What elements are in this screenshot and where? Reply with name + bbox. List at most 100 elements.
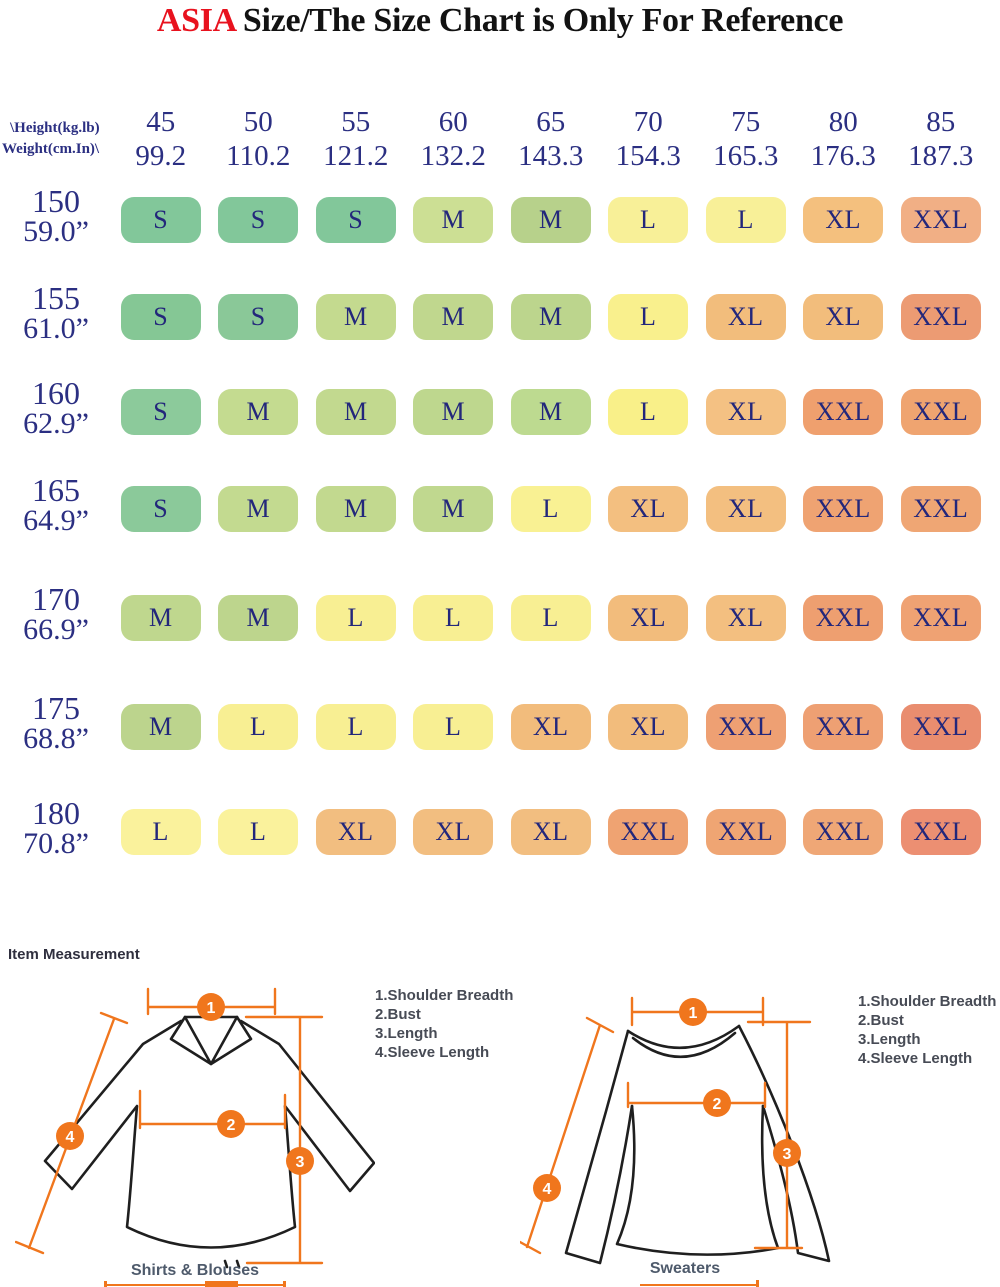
weight-column-header: 85 187.3 (908, 106, 974, 172)
size-cell: L (510, 595, 591, 641)
size-cell: M (510, 389, 591, 435)
size-cell-slot: M (112, 595, 210, 641)
size-cell-slot: XL (697, 389, 795, 435)
size-cell-slot: L (502, 486, 600, 532)
size-cell: S (120, 389, 201, 435)
size-cell: XXL (803, 595, 884, 641)
size-cell: M (218, 389, 299, 435)
page-title: ASIA Size/The Size Chart is Only For Refe… (0, 2, 1000, 40)
size-cell-slot: M (210, 486, 308, 532)
size-cell: M (315, 389, 396, 435)
size-cell: L (413, 595, 494, 641)
size-cell-slot: XXL (892, 809, 990, 855)
size-cell-slot: XXL (892, 704, 990, 750)
size-cell-slot: XL (502, 704, 600, 750)
size-cell: S (315, 197, 396, 243)
size-cell: L (705, 197, 786, 243)
size-cell-slot: M (405, 294, 503, 340)
size-cell-slot: XXL (795, 704, 893, 750)
size-cell-slot: XXL (795, 595, 893, 641)
chart-row: 160 62.9” S M M M M L XL XXL XXL (0, 377, 1000, 439)
size-cell: M (413, 389, 494, 435)
size-cell-slot: L (210, 809, 308, 855)
weight-column-header: 80 176.3 (810, 106, 876, 172)
size-cell: XL (705, 389, 786, 435)
size-cell-slot: L (405, 595, 503, 641)
measure-legend-left: 1.Shoulder Breadth 2.Bust 3.Length 4.Sle… (375, 986, 513, 1062)
bust-measure-line: 2 (626, 1081, 767, 1117)
size-cell: L (608, 389, 689, 435)
size-cell-slot: L (600, 197, 698, 243)
size-cell-slot: L (112, 809, 210, 855)
shoulder-measure-line: 1 (630, 996, 765, 1027)
size-cell: XL (608, 704, 689, 750)
cutoff-measure-mark (104, 1284, 286, 1286)
size-cell: S (120, 197, 201, 243)
bust-measure-line: 2 (138, 1089, 287, 1138)
weight-column-header: 60 132.2 (420, 106, 486, 172)
size-cell-slot: XL (697, 486, 795, 532)
svg-text:1: 1 (207, 1000, 216, 1017)
size-cell: M (315, 294, 396, 340)
size-cell-slot: XL (795, 294, 893, 340)
sleeve-measure-line: 4 (520, 1016, 615, 1255)
badge-4 (56, 1122, 84, 1150)
size-cell-slot: XL (502, 809, 600, 855)
size-cell-slot: XL (405, 809, 503, 855)
badge-4 (533, 1174, 561, 1202)
size-cell-slot: XXL (697, 809, 795, 855)
size-cell: XL (608, 595, 689, 641)
chart-header-row: \Height(kg.lb) Weight(cm.In)\ 45 99.2 50 11… (0, 106, 1000, 172)
size-cell: XL (608, 486, 689, 532)
legend-line: 4.Sleeve Length (858, 1050, 973, 1067)
chart-row: 150 59.0” S S S M M L L XL XXL (0, 185, 1000, 247)
svg-text:2: 2 (713, 1096, 722, 1113)
size-cell: XXL (803, 389, 884, 435)
size-cell: L (510, 486, 591, 532)
cutoff-measure-mark (756, 1280, 759, 1287)
badge-3 (773, 1139, 801, 1167)
size-cell-slot: L (697, 197, 795, 243)
size-cell-slot: M (502, 389, 600, 435)
size-cell: XL (413, 809, 494, 855)
size-cell: L (608, 197, 689, 243)
size-cell-slot: M (210, 389, 308, 435)
height-row-label: 175 68.8” (23, 690, 89, 755)
size-cell-slot: XL (600, 486, 698, 532)
size-cell-slot: L (600, 294, 698, 340)
size-cell: M (120, 704, 201, 750)
legend-line: 1.Shoulder Breadth (858, 993, 997, 1010)
size-cell: S (120, 486, 201, 532)
size-cell: XXL (900, 704, 981, 750)
size-cell-slot: L (600, 389, 698, 435)
legend-line: 1.Shoulder Breadth (375, 987, 514, 1004)
size-cell: M (218, 486, 299, 532)
size-cell-slot: XXL (892, 389, 990, 435)
size-cell-slot: M (405, 197, 503, 243)
chart-row: 175 68.8” M L L L XL XL XXL XXL XXL (0, 692, 1000, 754)
size-cell: M (510, 197, 591, 243)
svg-text:3: 3 (296, 1154, 305, 1171)
size-cell-slot: XXL (892, 486, 990, 532)
size-cell-slot: S (112, 294, 210, 340)
legend-line: 3.Length (375, 1025, 438, 1042)
size-cell-slot: S (307, 197, 405, 243)
height-row-label: 160 62.9” (23, 375, 89, 440)
size-cell-slot: S (210, 197, 308, 243)
sweater-diagram: 1 2 3 4 (520, 996, 831, 1265)
size-cell-slot: M (405, 486, 503, 532)
size-cell-slot: L (307, 595, 405, 641)
weight-column-header: 70 154.3 (615, 106, 681, 172)
measure-legend-right: 1.Shoulder Breadth 2.Bust 3.Length 4.Sle… (858, 992, 996, 1068)
chart-row: 165 64.9” S M M M L XL XL XXL XXL (0, 474, 1000, 536)
size-cell: XXL (900, 809, 981, 855)
size-cell-slot: M (210, 595, 308, 641)
height-row-label: 165 64.9” (23, 472, 89, 537)
cutoff-measure-mark (283, 1281, 286, 1287)
size-cell: S (218, 197, 299, 243)
shirt-outline-drawing (43, 1015, 375, 1269)
size-cell: XXL (900, 197, 981, 243)
chart-row: 170 66.9” M M L L L XL XL XXL XXL (0, 583, 1000, 645)
size-cell: XXL (705, 704, 786, 750)
svg-text:3: 3 (783, 1146, 792, 1163)
